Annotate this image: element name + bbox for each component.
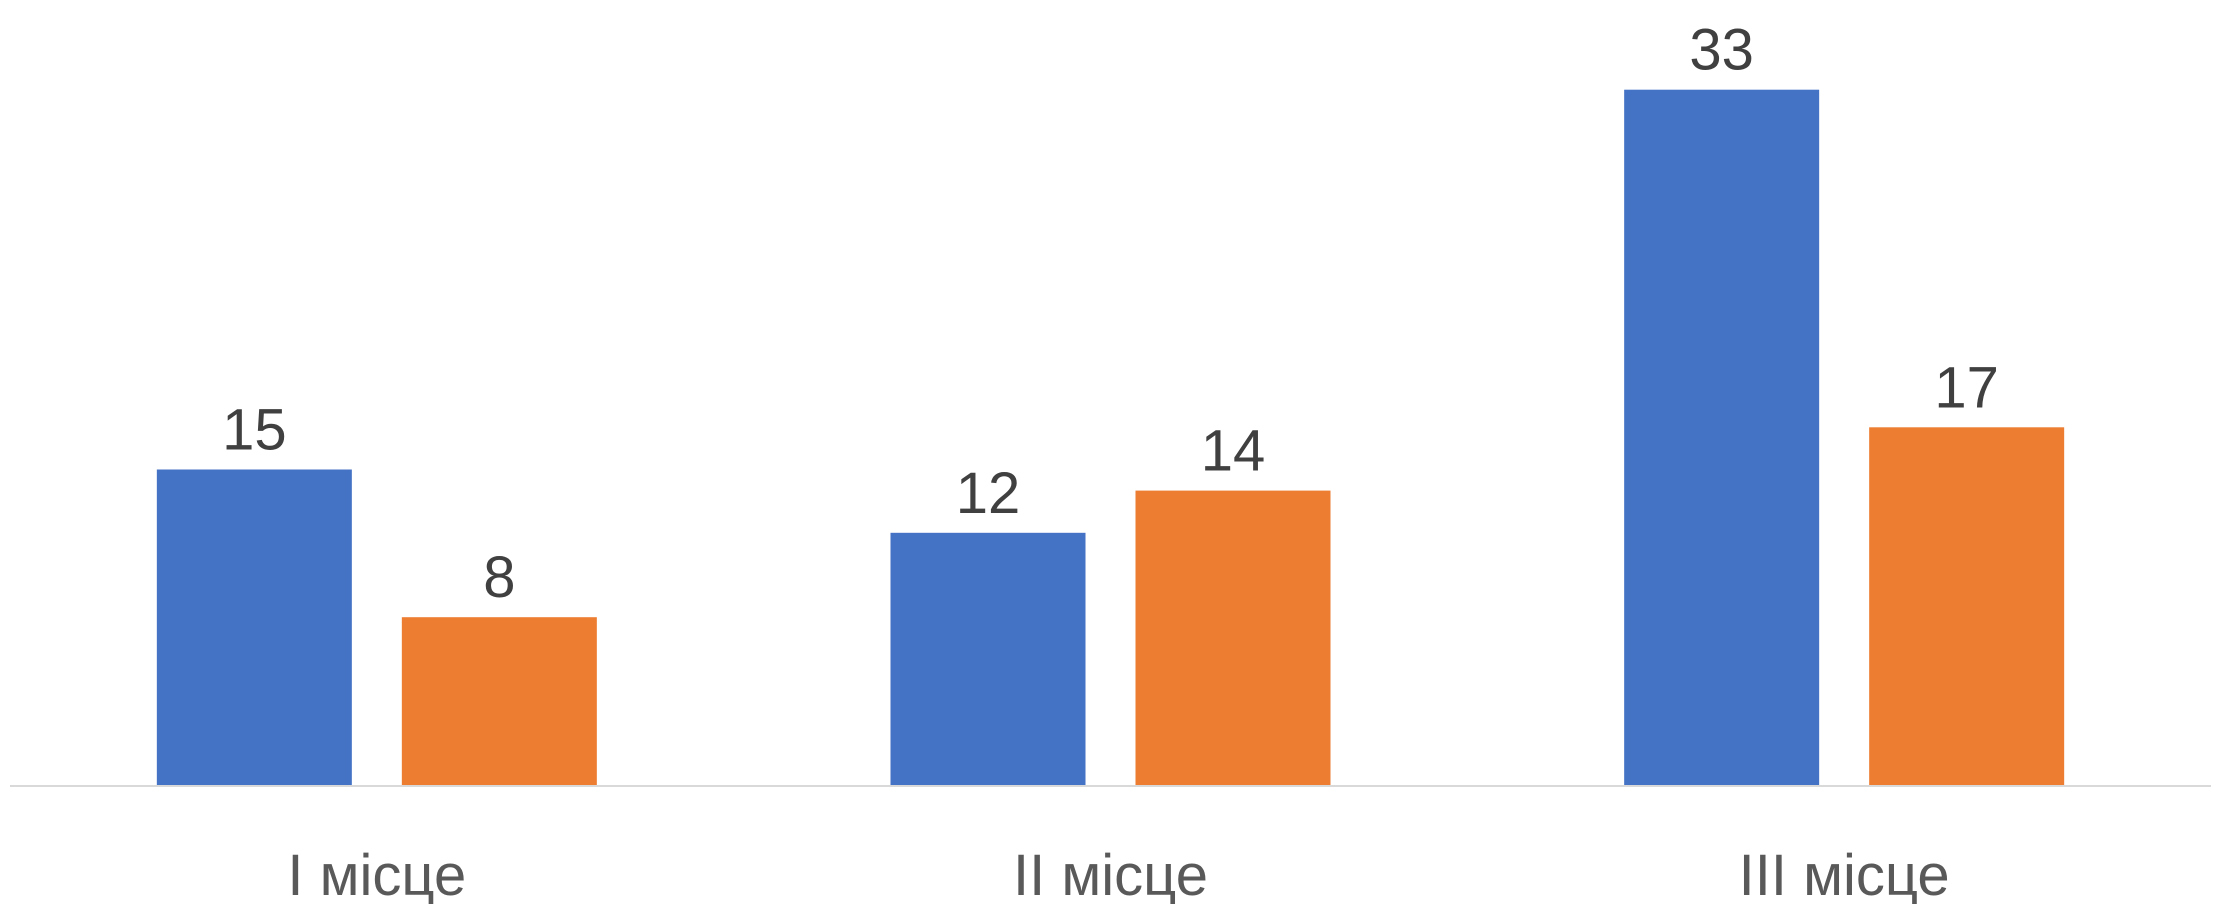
- data-label-series-2-1: 8: [483, 545, 515, 610]
- bar-series-2-3: [1869, 427, 2065, 786]
- bar-series-2-2: [1135, 490, 1331, 786]
- data-labels-layer: 15 8 12 14 33 17: [222, 18, 1999, 611]
- bar-series-1-1: [156, 469, 352, 786]
- bar-series-1-2: [890, 532, 1086, 786]
- category-label-3: III місце: [1739, 843, 1950, 904]
- data-label-series-2-2: 14: [1201, 419, 1266, 484]
- category-label-2: II місце: [1013, 843, 1208, 904]
- data-label-series-1-3: 33: [1689, 18, 1754, 83]
- data-label-series-2-3: 17: [1934, 355, 1999, 420]
- bar-series-2-1: [401, 617, 597, 786]
- data-label-series-1-2: 12: [956, 461, 1021, 526]
- bars-layer: [156, 89, 2065, 786]
- category-label-1: I місце: [287, 843, 466, 904]
- data-label-series-1-1: 15: [222, 398, 287, 463]
- category-labels-layer: I місце II місце III місце: [287, 843, 1949, 904]
- bar-series-1-3: [1624, 89, 1820, 786]
